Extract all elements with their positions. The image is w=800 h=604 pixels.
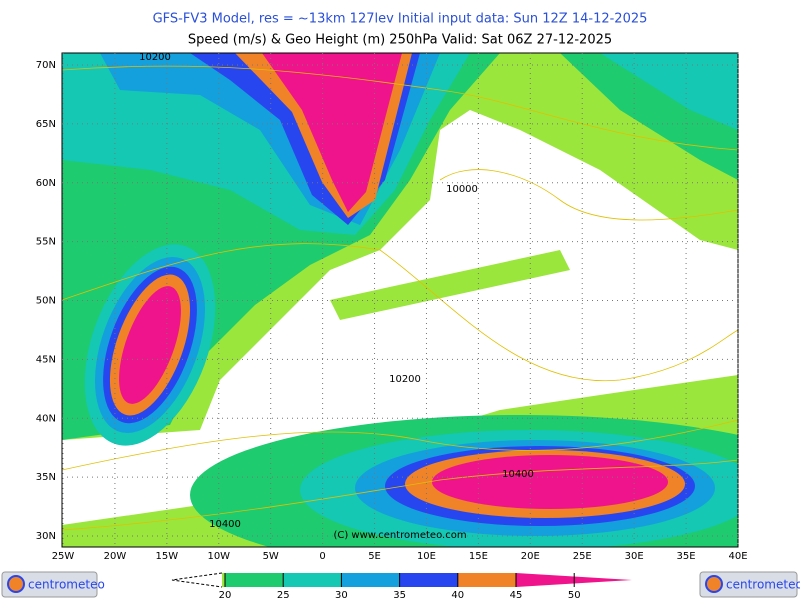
colorbar-swatch <box>457 573 516 587</box>
title: GFS-FV3 Model, res = ~13km 127lev Initia… <box>153 12 648 27</box>
colorbar-tick-label: 20 <box>219 590 232 600</box>
lat-label: 60N <box>36 178 56 189</box>
lat-label: 45N <box>36 354 56 365</box>
logo-text: centrometeo <box>726 578 800 592</box>
logo-right: centrometeo <box>699 571 800 598</box>
copyright: (C) www.centrometeo.com <box>333 530 466 541</box>
lon-label: 25E <box>573 551 592 562</box>
colorbar-tick-label: 25 <box>277 590 290 600</box>
lon-label: 0 <box>319 551 325 562</box>
lat-label: 30N <box>36 531 56 542</box>
colorbar-tick-label: 45 <box>510 590 523 600</box>
logo-left: centrometeo <box>1 571 105 598</box>
contour-label: 10400 <box>502 469 534 480</box>
lon-label: 20W <box>104 551 127 562</box>
colorbar-swatch <box>222 573 226 587</box>
colorbar-swatch <box>341 573 400 587</box>
lat-label: 70N <box>36 60 56 71</box>
subtitle: Speed (m/s) & Geo Height (m) 250hPa Vali… <box>188 33 612 48</box>
colorbar-tick-label: 30 <box>335 590 348 600</box>
lat-label: 55N <box>36 237 56 248</box>
logo-text: centrometeo <box>28 578 105 592</box>
lon-label: 15W <box>156 551 179 562</box>
lon-label: 10E <box>417 551 436 562</box>
colorbar-tick-label: 50 <box>568 590 581 600</box>
colorbar-tick-label: 35 <box>393 590 406 600</box>
lat-label: 50N <box>36 296 56 307</box>
colorbar-swatch <box>399 573 458 587</box>
contour-label: 10000 <box>446 184 478 195</box>
contour-label: 10400 <box>209 519 241 530</box>
colorbar-swatch <box>283 573 342 587</box>
colorbar-swatch <box>225 573 284 587</box>
colorbar-tick-label: 40 <box>451 590 464 600</box>
field <box>62 53 738 547</box>
lon-label: 35E <box>677 551 696 562</box>
lon-label: 5W <box>263 551 279 562</box>
lon-label: 25W <box>52 551 75 562</box>
lat-label: 35N <box>36 472 56 483</box>
lon-label: 10W <box>207 551 230 562</box>
contour-label: 10200 <box>389 374 421 385</box>
graticule: 25W 20W 15W 10W 5W 0 5E 10E 15E 20E 25E 30E 35E 40E 30… <box>36 53 748 562</box>
lon-label: 30E <box>625 551 644 562</box>
lat-label: 40N <box>36 413 56 424</box>
lon-label: 15E <box>469 551 488 562</box>
contour-label: 10200 <box>139 52 171 63</box>
lon-label: 5E <box>368 551 381 562</box>
colorbar: 20 25 30 35 40 45 50 <box>171 572 632 601</box>
lon-label: 40E <box>728 551 747 562</box>
lon-label: 20E <box>521 551 540 562</box>
lat-label: 65N <box>36 119 56 130</box>
